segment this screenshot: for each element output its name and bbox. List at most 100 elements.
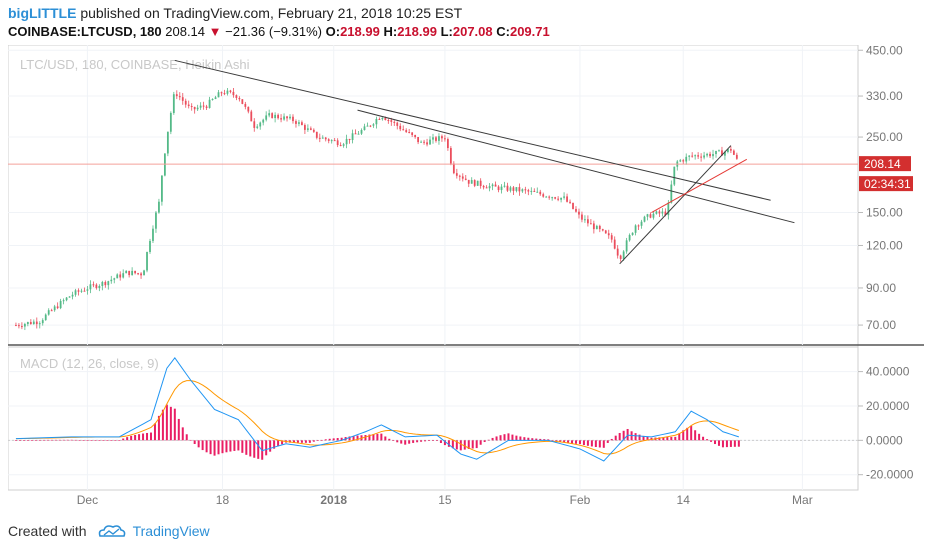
macd-histogram-bar: [74, 439, 77, 441]
candle-body: [539, 191, 542, 195]
candle-body: [309, 128, 312, 130]
macd-histogram-bar: [62, 439, 65, 441]
candle-body: [354, 133, 357, 135]
price-tick-label: 90.00: [866, 281, 896, 295]
candle-body: [23, 324, 26, 327]
trendlines[interactable]: [174, 59, 795, 265]
macd-histogram-bar: [126, 437, 129, 441]
macd-histogram-bar: [614, 435, 617, 441]
candle-body: [715, 150, 717, 155]
macd-tick-label: 40.0000: [866, 365, 910, 379]
macd-histogram-bar: [296, 440, 299, 443]
chart-canvas[interactable]: LTC/USD, 180, COINBASE, Heikin Ashi MACD…: [8, 45, 924, 515]
price-tick-label: 330.00: [866, 89, 903, 103]
macd-histogram-bar: [70, 439, 73, 441]
candle-body: [667, 202, 670, 216]
candle-body: [205, 106, 208, 108]
macd-histogram-bar: [388, 438, 391, 441]
trendline-red[interactable]: [651, 158, 748, 213]
macd-histogram-bar: [606, 440, 609, 443]
candle-body: [458, 175, 461, 177]
candle-body: [512, 187, 515, 191]
candle-body: [387, 120, 390, 122]
macd-histogram-bar: [18, 440, 21, 441]
macd-histogram-bar: [54, 439, 57, 441]
macd-histogram-bar: [642, 435, 645, 441]
candle-body: [47, 310, 50, 315]
candle-body: [685, 156, 688, 162]
candle-body: [479, 180, 482, 186]
macd-histogram-bar: [443, 440, 446, 446]
trendline-descending-2[interactable]: [357, 109, 795, 224]
candle-body: [637, 225, 640, 227]
macd-histogram-bar: [416, 440, 419, 443]
candle-body: [146, 251, 148, 271]
macd-histogram-bar: [678, 433, 681, 441]
macd-histogram-bar: [737, 440, 740, 447]
macd-histogram-bar: [447, 440, 450, 447]
macd-histogram-bar: [420, 440, 423, 442]
macd-histogram-bar: [161, 409, 164, 441]
candle-body: [71, 294, 74, 297]
macd-histogram-bar: [523, 437, 526, 441]
macd-histogram-bar: [408, 440, 411, 444]
macd-histogram-bar: [475, 440, 478, 449]
candle-body: [327, 139, 330, 141]
candle-body: [83, 290, 86, 292]
footer: Created with TradingView: [8, 520, 210, 542]
macd-histogram-bar: [153, 423, 156, 441]
candle-body: [420, 141, 422, 143]
macd-pane[interactable]: [8, 346, 859, 491]
macd-histogram-bar: [66, 439, 69, 441]
candle-body: [470, 180, 473, 184]
high-value: 218.99: [397, 24, 437, 39]
macd-tick-label: 0.0000: [866, 433, 903, 447]
candle-body: [277, 114, 279, 119]
macd-histogram-bar: [729, 440, 732, 447]
macd-histogram-bar: [503, 434, 506, 441]
macd-tick-label: 20.0000: [866, 399, 910, 413]
candle-body: [56, 306, 59, 309]
last-price-axis-label: 208.14: [864, 157, 901, 171]
price-axis[interactable]: [858, 45, 924, 345]
macd-histogram-bar: [384, 436, 387, 441]
candle-body: [119, 274, 122, 278]
candle-body: [575, 208, 577, 212]
macd-histogram-bar: [241, 440, 244, 453]
macd-histogram-bar: [304, 440, 307, 443]
candle-body: [503, 185, 506, 187]
candle-body: [655, 211, 658, 214]
candle-body: [324, 137, 327, 140]
candle-body: [485, 187, 488, 189]
candle-body: [446, 139, 449, 149]
candle-body: [247, 106, 250, 112]
macd-title: MACD (12, 26, close, 9): [20, 356, 159, 371]
macd-histogram-bar: [714, 440, 717, 445]
candle-body: [122, 273, 125, 278]
ohlc-line: COINBASE:LTCUSD, 180 208.14 ▼ −21.36 (−9…: [8, 23, 924, 41]
trendline-descending-1[interactable]: [174, 59, 771, 201]
candle-body: [301, 122, 303, 126]
candle-body: [616, 248, 619, 256]
candle-body: [101, 282, 104, 287]
macd-histogram-bar: [428, 440, 431, 441]
tradingview-brand-link[interactable]: TradingView: [132, 523, 210, 539]
candle-body: [438, 136, 440, 141]
candle-body: [700, 156, 703, 158]
candle-body: [634, 225, 637, 233]
author-link[interactable]: bigLITTLE: [8, 5, 77, 21]
macd-histogram: [14, 404, 740, 460]
candle-body: [50, 310, 53, 312]
trendline-ascending[interactable]: [619, 145, 732, 265]
macd-histogram-bar: [515, 435, 518, 441]
candle-body: [527, 190, 530, 192]
candle-body: [545, 196, 548, 198]
macd-histogram-bar: [487, 439, 490, 441]
price-pane[interactable]: [8, 45, 859, 346]
macd-histogram-bar: [245, 440, 248, 455]
candle-body: [250, 111, 253, 122]
macd-signal-line: [15, 380, 740, 455]
macd-histogram-bar: [332, 438, 335, 441]
candle-body: [494, 184, 497, 187]
candle-body: [262, 119, 265, 123]
